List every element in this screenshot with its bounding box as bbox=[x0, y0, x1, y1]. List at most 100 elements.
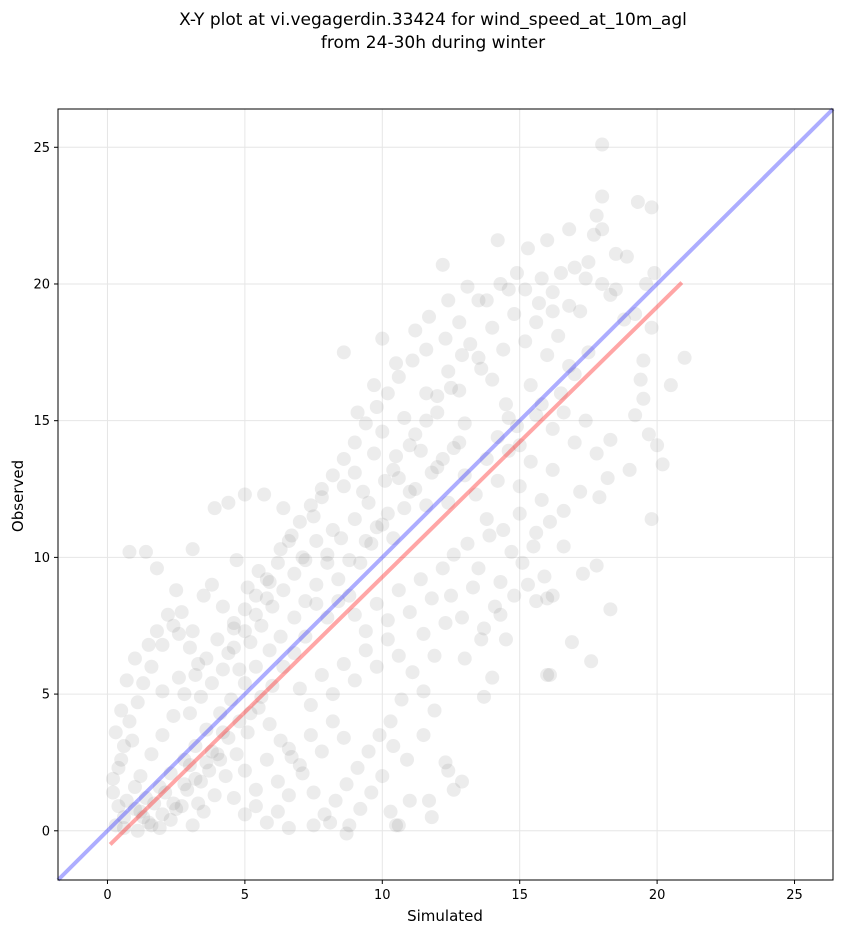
scatter-point bbox=[586, 227, 601, 242]
scatter-point bbox=[265, 678, 280, 693]
scatter-point bbox=[356, 484, 371, 499]
x-tick-label: 10 bbox=[374, 888, 391, 903]
scatter-point bbox=[479, 512, 494, 527]
scatter-point bbox=[287, 566, 302, 581]
scatter-point bbox=[589, 558, 604, 573]
scatter-point bbox=[427, 703, 442, 718]
scatter-point bbox=[262, 643, 277, 658]
scatter-point bbox=[545, 421, 560, 436]
scatter-point bbox=[545, 285, 560, 300]
scatter-point bbox=[504, 544, 519, 559]
scatter-point bbox=[490, 473, 505, 488]
scatter-point bbox=[169, 583, 184, 598]
scatter-point bbox=[196, 588, 211, 603]
scatter-point bbox=[306, 818, 321, 833]
scatter-point bbox=[441, 495, 456, 510]
scatter-point bbox=[158, 785, 173, 800]
scatter-point bbox=[251, 700, 266, 715]
scatter-point bbox=[210, 632, 225, 647]
scatter-point bbox=[476, 689, 491, 704]
scatter-point bbox=[529, 315, 544, 330]
grid bbox=[58, 109, 833, 880]
scatter-point bbox=[116, 739, 131, 754]
scatter-point bbox=[655, 457, 670, 472]
scatter-point bbox=[221, 730, 236, 745]
scatter-point bbox=[391, 471, 406, 486]
scatter-point bbox=[248, 588, 263, 603]
scatter-point bbox=[259, 591, 274, 606]
scatter-point bbox=[397, 501, 412, 516]
scatter-point bbox=[545, 304, 560, 319]
identity-line bbox=[56, 107, 835, 882]
scatter-point bbox=[397, 410, 412, 425]
scatter-point bbox=[542, 667, 557, 682]
scatter-point bbox=[573, 304, 588, 319]
scatter-point bbox=[331, 572, 346, 587]
scatter-point bbox=[166, 618, 181, 633]
scatter-point bbox=[298, 553, 313, 568]
scatter-point bbox=[141, 637, 156, 652]
scatter-point bbox=[496, 342, 511, 357]
scatter-point bbox=[545, 588, 560, 603]
scatter-point bbox=[474, 361, 489, 376]
scatter-point bbox=[457, 651, 472, 666]
scatter-point bbox=[413, 572, 428, 587]
scatter-point bbox=[185, 624, 200, 639]
scatter-point bbox=[259, 752, 274, 767]
chart-title-line-1: X-Y plot at vi.vegagerdin.33424 for wind… bbox=[179, 10, 687, 30]
scatter-point bbox=[556, 405, 571, 420]
scatter-point bbox=[353, 555, 368, 570]
scatter-point bbox=[386, 739, 401, 754]
scatter-point bbox=[342, 588, 357, 603]
scatter-point bbox=[452, 383, 467, 398]
scatter-point bbox=[298, 594, 313, 609]
scatter-point bbox=[378, 473, 393, 488]
scatter-point bbox=[540, 233, 555, 248]
scatter-point bbox=[531, 296, 546, 311]
scatter-point bbox=[237, 487, 252, 502]
scatter-point bbox=[479, 451, 494, 466]
scatter-point bbox=[254, 689, 269, 704]
scatter-point bbox=[248, 607, 263, 622]
scatter-point bbox=[248, 659, 263, 674]
scatter-point bbox=[207, 501, 222, 516]
scatter-point bbox=[545, 462, 560, 477]
scatter-point bbox=[353, 801, 368, 816]
scatter-point bbox=[391, 369, 406, 384]
scatter-point bbox=[180, 782, 195, 797]
scatter-point bbox=[520, 241, 535, 256]
scatter-point bbox=[317, 807, 332, 822]
scatter-point bbox=[419, 413, 434, 428]
scatter-point bbox=[133, 769, 148, 784]
scatter-point bbox=[562, 222, 577, 237]
scatter-point bbox=[509, 266, 524, 281]
scatter-point bbox=[138, 544, 153, 559]
scatter-point bbox=[259, 815, 274, 830]
scatter-point bbox=[281, 533, 296, 548]
scatter-point bbox=[336, 345, 351, 360]
scatter-point bbox=[273, 542, 288, 557]
scatter-point bbox=[232, 662, 247, 677]
scatter-point bbox=[166, 796, 181, 811]
scatter-point bbox=[416, 626, 431, 641]
scatter-point bbox=[454, 610, 469, 625]
scatter-point bbox=[650, 438, 665, 453]
scatter-point bbox=[273, 733, 288, 748]
x-tick-label: 5 bbox=[241, 888, 249, 903]
scatter-point bbox=[485, 372, 500, 387]
scatter-point bbox=[375, 769, 390, 784]
scatter-point bbox=[551, 328, 566, 343]
scatter-point bbox=[133, 804, 148, 819]
scatter-point bbox=[191, 796, 206, 811]
scatter-point bbox=[460, 279, 475, 294]
scatter-point bbox=[380, 632, 395, 647]
x-tick-label: 0 bbox=[103, 888, 111, 903]
scatter-point bbox=[287, 610, 302, 625]
scatter-point bbox=[595, 137, 610, 152]
scatter-point bbox=[369, 520, 384, 535]
scatter-point bbox=[358, 533, 373, 548]
scatter-point bbox=[105, 785, 120, 800]
scatter-point bbox=[347, 607, 362, 622]
scatter-point bbox=[229, 553, 244, 568]
scatter-point bbox=[644, 320, 659, 335]
